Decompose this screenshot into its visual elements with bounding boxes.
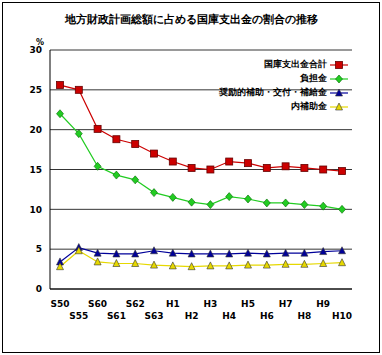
- svg-text:H1: H1: [166, 299, 180, 309]
- svg-text:10: 10: [29, 205, 42, 215]
- html-text:内補助金: 内補助金: [291, 101, 327, 111]
- svg-text:H5: H5: [241, 299, 255, 309]
- svg-text:H4: H4: [222, 311, 236, 321]
- svg-text:25: 25: [29, 85, 42, 95]
- svg-text:5: 5: [36, 244, 42, 254]
- svg-text:H10: H10: [332, 311, 352, 321]
- svg-text:H7: H7: [279, 299, 293, 309]
- svg-text:H6: H6: [260, 311, 274, 321]
- svg-text:30: 30: [29, 45, 42, 55]
- svg-text:S63: S63: [144, 311, 163, 321]
- html-text:奨励的補助・交付・補給金: 奨励的補助・交付・補給金: [219, 87, 327, 97]
- svg-text:S62: S62: [126, 299, 145, 309]
- svg-text:S61: S61: [107, 311, 126, 321]
- svg-text:S55: S55: [69, 311, 88, 321]
- svg-text:H8: H8: [298, 311, 312, 321]
- svg-text:S50: S50: [50, 299, 69, 309]
- html-text:国庫支出金合計: 国庫支出金合計: [264, 59, 327, 69]
- svg-text:S60: S60: [88, 299, 107, 309]
- svg-text:H9: H9: [316, 299, 330, 309]
- svg-text:0: 0: [36, 284, 42, 294]
- html-text:地方財政計画総額に占める国庫支出金の割合の推移: 地方財政計画総額に占める国庫支出金の割合の推移: [64, 13, 318, 26]
- svg-text:20: 20: [29, 125, 42, 135]
- svg-text:15: 15: [29, 165, 42, 175]
- svg-text:H3: H3: [204, 299, 218, 309]
- svg-text:H2: H2: [185, 311, 199, 321]
- html-text:負担金: 負担金: [300, 73, 327, 83]
